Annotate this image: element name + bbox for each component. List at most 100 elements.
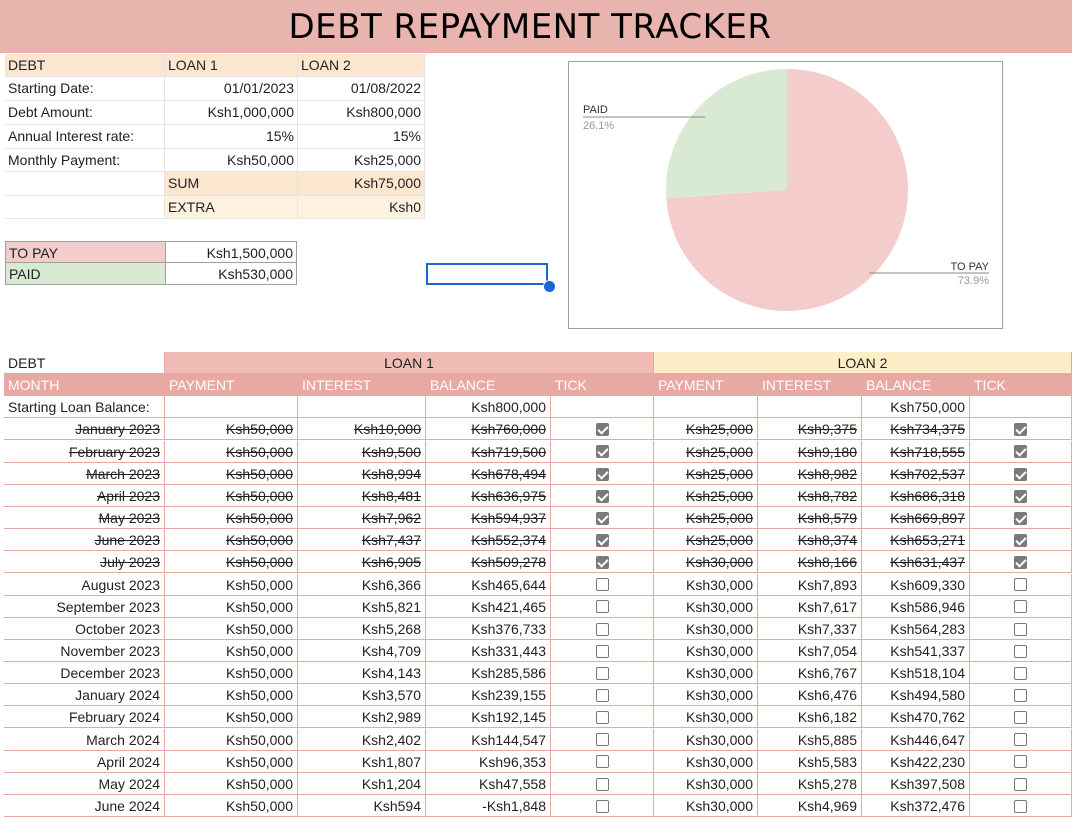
summary-row-loan1[interactable]: 15% (165, 125, 298, 149)
loan2-balance-cell[interactable]: Ksh541,337 (862, 639, 970, 662)
payment-col-header[interactable]: PAYMENT (165, 374, 298, 397)
loan1-tick-cell[interactable] (551, 462, 654, 485)
loan1-balance-cell[interactable]: Ksh376,733 (426, 617, 551, 640)
tick-checkbox[interactable] (595, 578, 609, 592)
loan1-balance-cell[interactable]: Ksh96,353 (426, 750, 551, 773)
loan1-payment-cell[interactable]: Ksh50,000 (165, 595, 298, 618)
loan2-tick-cell[interactable] (970, 662, 1072, 685)
loan1-interest-cell[interactable]: Ksh4,143 (298, 662, 426, 685)
loan2-payment-cell[interactable]: Ksh30,000 (654, 639, 758, 662)
loan2-tick-cell[interactable] (970, 484, 1072, 507)
loan1-balance-cell[interactable]: Ksh636,975 (426, 484, 551, 507)
loan2-balance-cell[interactable]: Ksh518,104 (862, 662, 970, 685)
loan1-balance-cell[interactable]: -Ksh1,848 (426, 795, 551, 817)
loan2-tick-cell[interactable] (970, 418, 1072, 441)
empty-cell[interactable] (298, 396, 426, 419)
loan2-payment-cell[interactable]: Ksh25,000 (654, 484, 758, 507)
loan2-payment-cell[interactable]: Ksh30,000 (654, 795, 758, 817)
loan2-balance-cell[interactable]: Ksh397,508 (862, 772, 970, 795)
selected-cell[interactable] (426, 263, 548, 285)
loan1-interest-cell[interactable]: Ksh9,500 (298, 440, 426, 463)
loan1-balance-cell[interactable]: Ksh719,500 (426, 440, 551, 463)
summary-row-label[interactable]: Starting Date: (5, 77, 165, 101)
loan2-group-header[interactable]: LOAN 2 (654, 352, 1072, 374)
loan2-tick-cell[interactable] (970, 772, 1072, 795)
loan1-balance-cell[interactable]: Ksh285,586 (426, 662, 551, 685)
loan2-tick-cell[interactable] (970, 551, 1072, 574)
loan2-balance-cell[interactable]: Ksh653,271 (862, 529, 970, 552)
month-cell[interactable]: June 2024 (4, 795, 165, 817)
loan2-tick-cell[interactable] (970, 795, 1072, 817)
loan2-interest-cell[interactable]: Ksh8,782 (758, 484, 862, 507)
loan1-tick-cell[interactable] (551, 418, 654, 441)
loan2-payment-cell[interactable]: Ksh30,000 (654, 662, 758, 685)
loan2-payment-cell[interactable]: Ksh30,000 (654, 551, 758, 574)
summary-header-loan2[interactable]: LOAN 2 (298, 54, 425, 77)
table-debt-label[interactable]: DEBT (4, 352, 165, 374)
starting-balance-label[interactable]: Starting Loan Balance: (4, 396, 165, 419)
tick-checkbox[interactable] (595, 533, 609, 547)
loan1-payment-cell[interactable]: Ksh50,000 (165, 529, 298, 552)
month-cell[interactable]: July 2023 (4, 551, 165, 574)
loan2-balance-cell[interactable]: Ksh494,580 (862, 684, 970, 707)
tick-checkbox[interactable] (595, 445, 609, 459)
summary-row-loan1[interactable]: Ksh50,000 (165, 149, 298, 172)
tick-checkbox[interactable] (1014, 600, 1027, 614)
loan2-payment-cell[interactable]: Ksh25,000 (654, 529, 758, 552)
tick-checkbox[interactable] (1014, 777, 1027, 791)
month-cell[interactable]: September 2023 (4, 595, 165, 618)
loan1-tick-cell[interactable] (551, 484, 654, 507)
loan2-starting-balance[interactable]: Ksh750,000 (862, 396, 970, 419)
loan1-tick-cell[interactable] (551, 595, 654, 618)
loan1-balance-cell[interactable]: Ksh552,374 (426, 529, 551, 552)
paid-value[interactable]: Ksh530,000 (165, 263, 297, 285)
sum-label[interactable]: SUM (165, 172, 298, 196)
loan1-payment-cell[interactable]: Ksh50,000 (165, 728, 298, 751)
month-cell[interactable]: August 2023 (4, 573, 165, 596)
loan1-balance-cell[interactable]: Ksh760,000 (426, 418, 551, 441)
tick-checkbox[interactable] (595, 777, 609, 791)
empty-cell[interactable] (970, 396, 1072, 419)
loan2-payment-cell[interactable]: Ksh30,000 (654, 750, 758, 773)
loan2-balance-cell[interactable]: Ksh669,897 (862, 507, 970, 530)
month-cell[interactable]: January 2023 (4, 418, 165, 441)
loan1-tick-cell[interactable] (551, 706, 654, 729)
loan2-payment-cell[interactable]: Ksh30,000 (654, 706, 758, 729)
loan1-interest-cell[interactable]: Ksh594 (298, 795, 426, 817)
loan1-balance-cell[interactable]: Ksh144,547 (426, 728, 551, 751)
loan2-interest-cell[interactable]: Ksh9,180 (758, 440, 862, 463)
loan1-interest-cell[interactable]: Ksh3,570 (298, 684, 426, 707)
loan2-payment-cell[interactable]: Ksh30,000 (654, 772, 758, 795)
loan2-payment-cell[interactable]: Ksh25,000 (654, 462, 758, 485)
tick-checkbox[interactable] (595, 600, 609, 614)
loan2-balance-cell[interactable]: Ksh422,230 (862, 750, 970, 773)
month-cell[interactable]: April 2023 (4, 484, 165, 507)
loan1-tick-cell[interactable] (551, 507, 654, 530)
loan2-payment-cell[interactable]: Ksh25,000 (654, 440, 758, 463)
tick-checkbox[interactable] (1014, 511, 1027, 525)
loan1-tick-cell[interactable] (551, 728, 654, 751)
pie-slice-paid[interactable] (666, 69, 787, 199)
balance-col-header[interactable]: BALANCE (426, 374, 551, 397)
loan2-balance-cell[interactable]: Ksh734,375 (862, 418, 970, 441)
loan1-starting-balance[interactable]: Ksh800,000 (426, 396, 551, 419)
loan2-interest-cell[interactable]: Ksh8,374 (758, 529, 862, 552)
summary-row-label[interactable]: Annual Interest rate: (5, 125, 165, 149)
loan2-tick-cell[interactable] (970, 639, 1072, 662)
month-cell[interactable]: May 2024 (4, 772, 165, 795)
tick-checkbox[interactable] (1014, 445, 1027, 459)
month-cell[interactable]: April 2024 (4, 750, 165, 773)
summary-row-loan2[interactable]: Ksh25,000 (298, 149, 425, 172)
loan1-payment-cell[interactable]: Ksh50,000 (165, 795, 298, 817)
to-pay-value[interactable]: Ksh1,500,000 (165, 241, 297, 263)
loan2-interest-cell[interactable]: Ksh5,278 (758, 772, 862, 795)
extra-label[interactable]: EXTRA (165, 196, 298, 219)
loan1-payment-cell[interactable]: Ksh50,000 (165, 617, 298, 640)
summary-empty-cell[interactable] (5, 172, 165, 196)
loan1-balance-cell[interactable]: Ksh192,145 (426, 706, 551, 729)
month-cell[interactable]: February 2023 (4, 440, 165, 463)
tick-checkbox[interactable] (1014, 556, 1027, 570)
loan1-balance-cell[interactable]: Ksh47,558 (426, 772, 551, 795)
empty-cell[interactable] (165, 396, 298, 419)
tick-col-header[interactable]: TICK (551, 374, 654, 397)
